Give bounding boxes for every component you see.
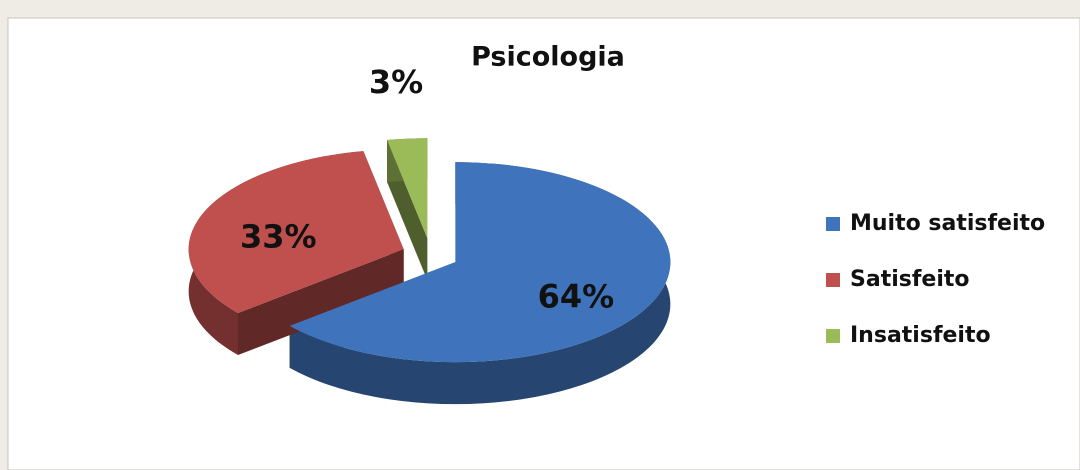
slice-side [289,162,671,405]
slice [188,151,404,314]
slice-wall [237,249,404,356]
legend-label: Muito satisfeito [850,211,1045,236]
slice [289,162,671,363]
legend-swatch [826,273,840,287]
data-label: 64% [538,278,615,316]
chart-title: Psicologia [471,42,625,73]
legend-label: Satisfeito [850,267,970,292]
legend-swatch [826,217,840,231]
legend-swatch [826,329,840,343]
slice [387,138,428,239]
legend-label: Insatisfeito [850,323,991,348]
data-label: 3% [369,63,423,101]
data-label: 33% [240,217,317,255]
